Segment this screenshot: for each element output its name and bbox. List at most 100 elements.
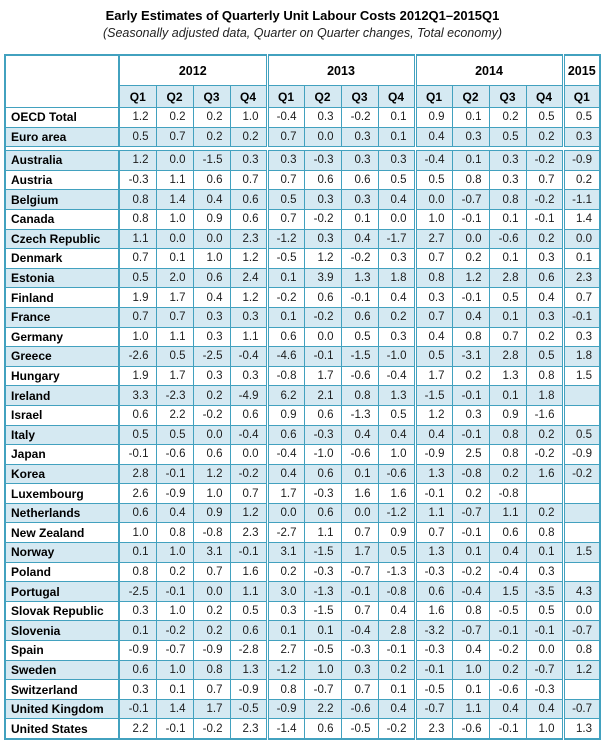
quarter-header-row: Q1 Q2 Q3 Q4 Q1 Q2 Q3 Q4 Q1 Q2 Q3 Q4 Q1 bbox=[5, 85, 601, 108]
quarter-header: Q4 bbox=[377, 85, 416, 108]
value-cell bbox=[561, 483, 601, 504]
value-cell: 0.0 bbox=[303, 326, 342, 348]
value-cell: 0.0 bbox=[192, 424, 231, 446]
value-cell: 3.3 bbox=[118, 385, 157, 406]
value-cell: 0.7 bbox=[340, 679, 379, 700]
value-cell: 0.4 bbox=[413, 126, 453, 148]
value-cell: 0.0 bbox=[451, 228, 490, 250]
value-cell: 0.4 bbox=[413, 424, 453, 446]
value-cell: 0.0 bbox=[192, 581, 231, 602]
table-row: Ireland 3.3 -2.3 0.2 -4.9 6.2 2.1 0.8 1.3 -1.5 -0.… bbox=[4, 385, 601, 406]
table-row: Israel 0.6 2.2 -0.2 0.6 0.9 0.6 -1.3 0.5 1.2 0.3 0.… bbox=[4, 404, 601, 426]
value-cell: 0.1 bbox=[488, 248, 527, 269]
table-row: OECD Total 1.2 0.2 0.2 1.0 -0.4 0.3 -0.2 0.1 0.9 0… bbox=[4, 107, 601, 128]
value-cell: 1.2 bbox=[229, 248, 268, 269]
value-cell: 0.4 bbox=[377, 189, 416, 210]
value-cell: 1.0 bbox=[303, 659, 342, 681]
value-cell: -2.3 bbox=[155, 385, 194, 406]
value-cell: -1.2 bbox=[265, 228, 305, 250]
value-cell: 2.1 bbox=[303, 385, 342, 406]
table-row: Japan -0.1 -0.6 0.6 0.0 -0.4 -1.0 -0.6 1.0 -0.9 2.… bbox=[4, 444, 601, 465]
value-cell: -0.7 bbox=[303, 679, 342, 700]
value-cell: -0.2 bbox=[377, 718, 416, 740]
value-cell: 0.3 bbox=[229, 365, 268, 387]
value-cell: -0.6 bbox=[488, 679, 527, 700]
value-cell: 1.8 bbox=[525, 385, 564, 406]
row-label: Spain bbox=[4, 640, 120, 661]
value-cell: 0.8 bbox=[155, 522, 194, 544]
value-cell: 1.0 bbox=[525, 718, 564, 740]
value-cell: 0.8 bbox=[488, 444, 527, 465]
value-cell: 1.7 bbox=[340, 542, 379, 563]
value-cell: -1.5 bbox=[413, 385, 453, 406]
table-row: New Zealand 1.0 0.8 -0.8 2.3 -2.7 1.1 0.7 0.9 0.7… bbox=[4, 522, 601, 544]
value-cell: 0.6 bbox=[413, 581, 453, 602]
value-cell: 0.6 bbox=[303, 404, 342, 426]
row-label: Hungary bbox=[4, 365, 120, 387]
value-cell: -1.3 bbox=[377, 561, 416, 583]
value-cell: -0.1 bbox=[155, 718, 194, 740]
value-cell: 0.5 bbox=[118, 424, 157, 446]
row-label: Sweden bbox=[4, 659, 120, 681]
value-cell: 1.7 bbox=[192, 698, 231, 720]
value-cell: 0.3 bbox=[303, 107, 342, 128]
row-label: OECD Total bbox=[4, 107, 120, 128]
table-row: Netherlands 0.6 0.4 0.9 1.2 0.0 0.6 0.0 -1.2 1.1-… bbox=[4, 502, 601, 524]
value-cell: 1.1 bbox=[451, 698, 490, 720]
value-cell: 0.6 bbox=[192, 169, 231, 191]
value-cell: 1.0 bbox=[413, 208, 453, 230]
value-cell: 2.3 bbox=[413, 718, 453, 740]
value-cell: 0.8 bbox=[451, 600, 490, 622]
value-cell: 0.5 bbox=[413, 169, 453, 191]
table-row: Greece -2.6 0.5 -2.5 -0.4 -4.6 -0.1 -1.5 -1.0 0.5… bbox=[4, 346, 601, 367]
table-row: Hungary 1.9 1.7 0.3 0.3 -0.8 1.7 -0.6 -0.4 1.7 0.2… bbox=[4, 365, 601, 387]
value-cell: -0.5 bbox=[303, 640, 342, 661]
table-row: Czech Republic 1.1 0.0 0.0 2.3 -1.2 0.3 0.4 -1.7… bbox=[4, 228, 601, 250]
value-cell: -3.5 bbox=[525, 581, 564, 602]
value-cell: -0.1 bbox=[413, 659, 453, 681]
quarter-header: Q1 bbox=[413, 85, 453, 108]
value-cell: -0.2 bbox=[525, 150, 564, 171]
value-cell: 1.7 bbox=[155, 287, 194, 308]
value-cell: -2.7 bbox=[265, 522, 305, 544]
value-cell: -0.8 bbox=[377, 581, 416, 602]
value-cell: 1.0 bbox=[155, 542, 194, 563]
value-cell: 1.0 bbox=[377, 444, 416, 465]
row-label: Italy bbox=[4, 424, 120, 446]
value-cell: 0.4 bbox=[265, 463, 305, 485]
row-label: Norway bbox=[4, 542, 120, 563]
table-body: OECD Total 1.2 0.2 0.2 1.0 -0.4 0.3 -0.2 0.1 0.9 0… bbox=[4, 107, 601, 740]
value-cell: -0.4 bbox=[413, 150, 453, 171]
value-cell: 0.8 bbox=[488, 189, 527, 210]
value-cell: -0.5 bbox=[265, 248, 305, 269]
value-cell: 1.4 bbox=[155, 698, 194, 720]
table-row: Canada 0.8 1.0 0.9 0.6 0.7 -0.2 0.1 0.0 1.0 -0.1 0.… bbox=[4, 208, 601, 230]
value-cell: -0.9 bbox=[561, 150, 601, 171]
value-cell: -0.9 bbox=[265, 698, 305, 720]
value-cell: 2.4 bbox=[229, 267, 268, 289]
value-cell: 0.4 bbox=[525, 698, 564, 720]
value-cell: -0.5 bbox=[488, 600, 527, 622]
value-cell: 0.7 bbox=[525, 169, 564, 191]
quarter-header: Q3 bbox=[488, 85, 527, 108]
value-cell: 0.3 bbox=[488, 150, 527, 171]
value-cell: 0.5 bbox=[488, 287, 527, 308]
value-cell: 1.6 bbox=[377, 483, 416, 504]
page: Early Estimates of Quarterly Unit Labour… bbox=[0, 8, 605, 740]
value-cell: 0.1 bbox=[488, 208, 527, 230]
value-cell: -0.4 bbox=[229, 424, 268, 446]
value-cell: 0.2 bbox=[192, 385, 231, 406]
value-cell: 1.5 bbox=[488, 581, 527, 602]
value-cell: 1.5 bbox=[561, 365, 601, 387]
value-cell: 0.2 bbox=[229, 126, 268, 148]
value-cell: -0.1 bbox=[451, 522, 490, 544]
row-label: Netherlands bbox=[4, 502, 120, 524]
value-cell: 0.3 bbox=[340, 189, 379, 210]
value-cell: 0.3 bbox=[340, 659, 379, 681]
value-cell: 1.5 bbox=[561, 542, 601, 563]
value-cell: 1.6 bbox=[340, 483, 379, 504]
value-cell: 0.2 bbox=[377, 659, 416, 681]
row-label: Greece bbox=[4, 346, 120, 367]
value-cell: 0.0 bbox=[265, 502, 305, 524]
table-row: Slovak Republic 0.3 1.0 0.2 0.5 0.3 -1.5 0.7 0.4… bbox=[4, 600, 601, 622]
